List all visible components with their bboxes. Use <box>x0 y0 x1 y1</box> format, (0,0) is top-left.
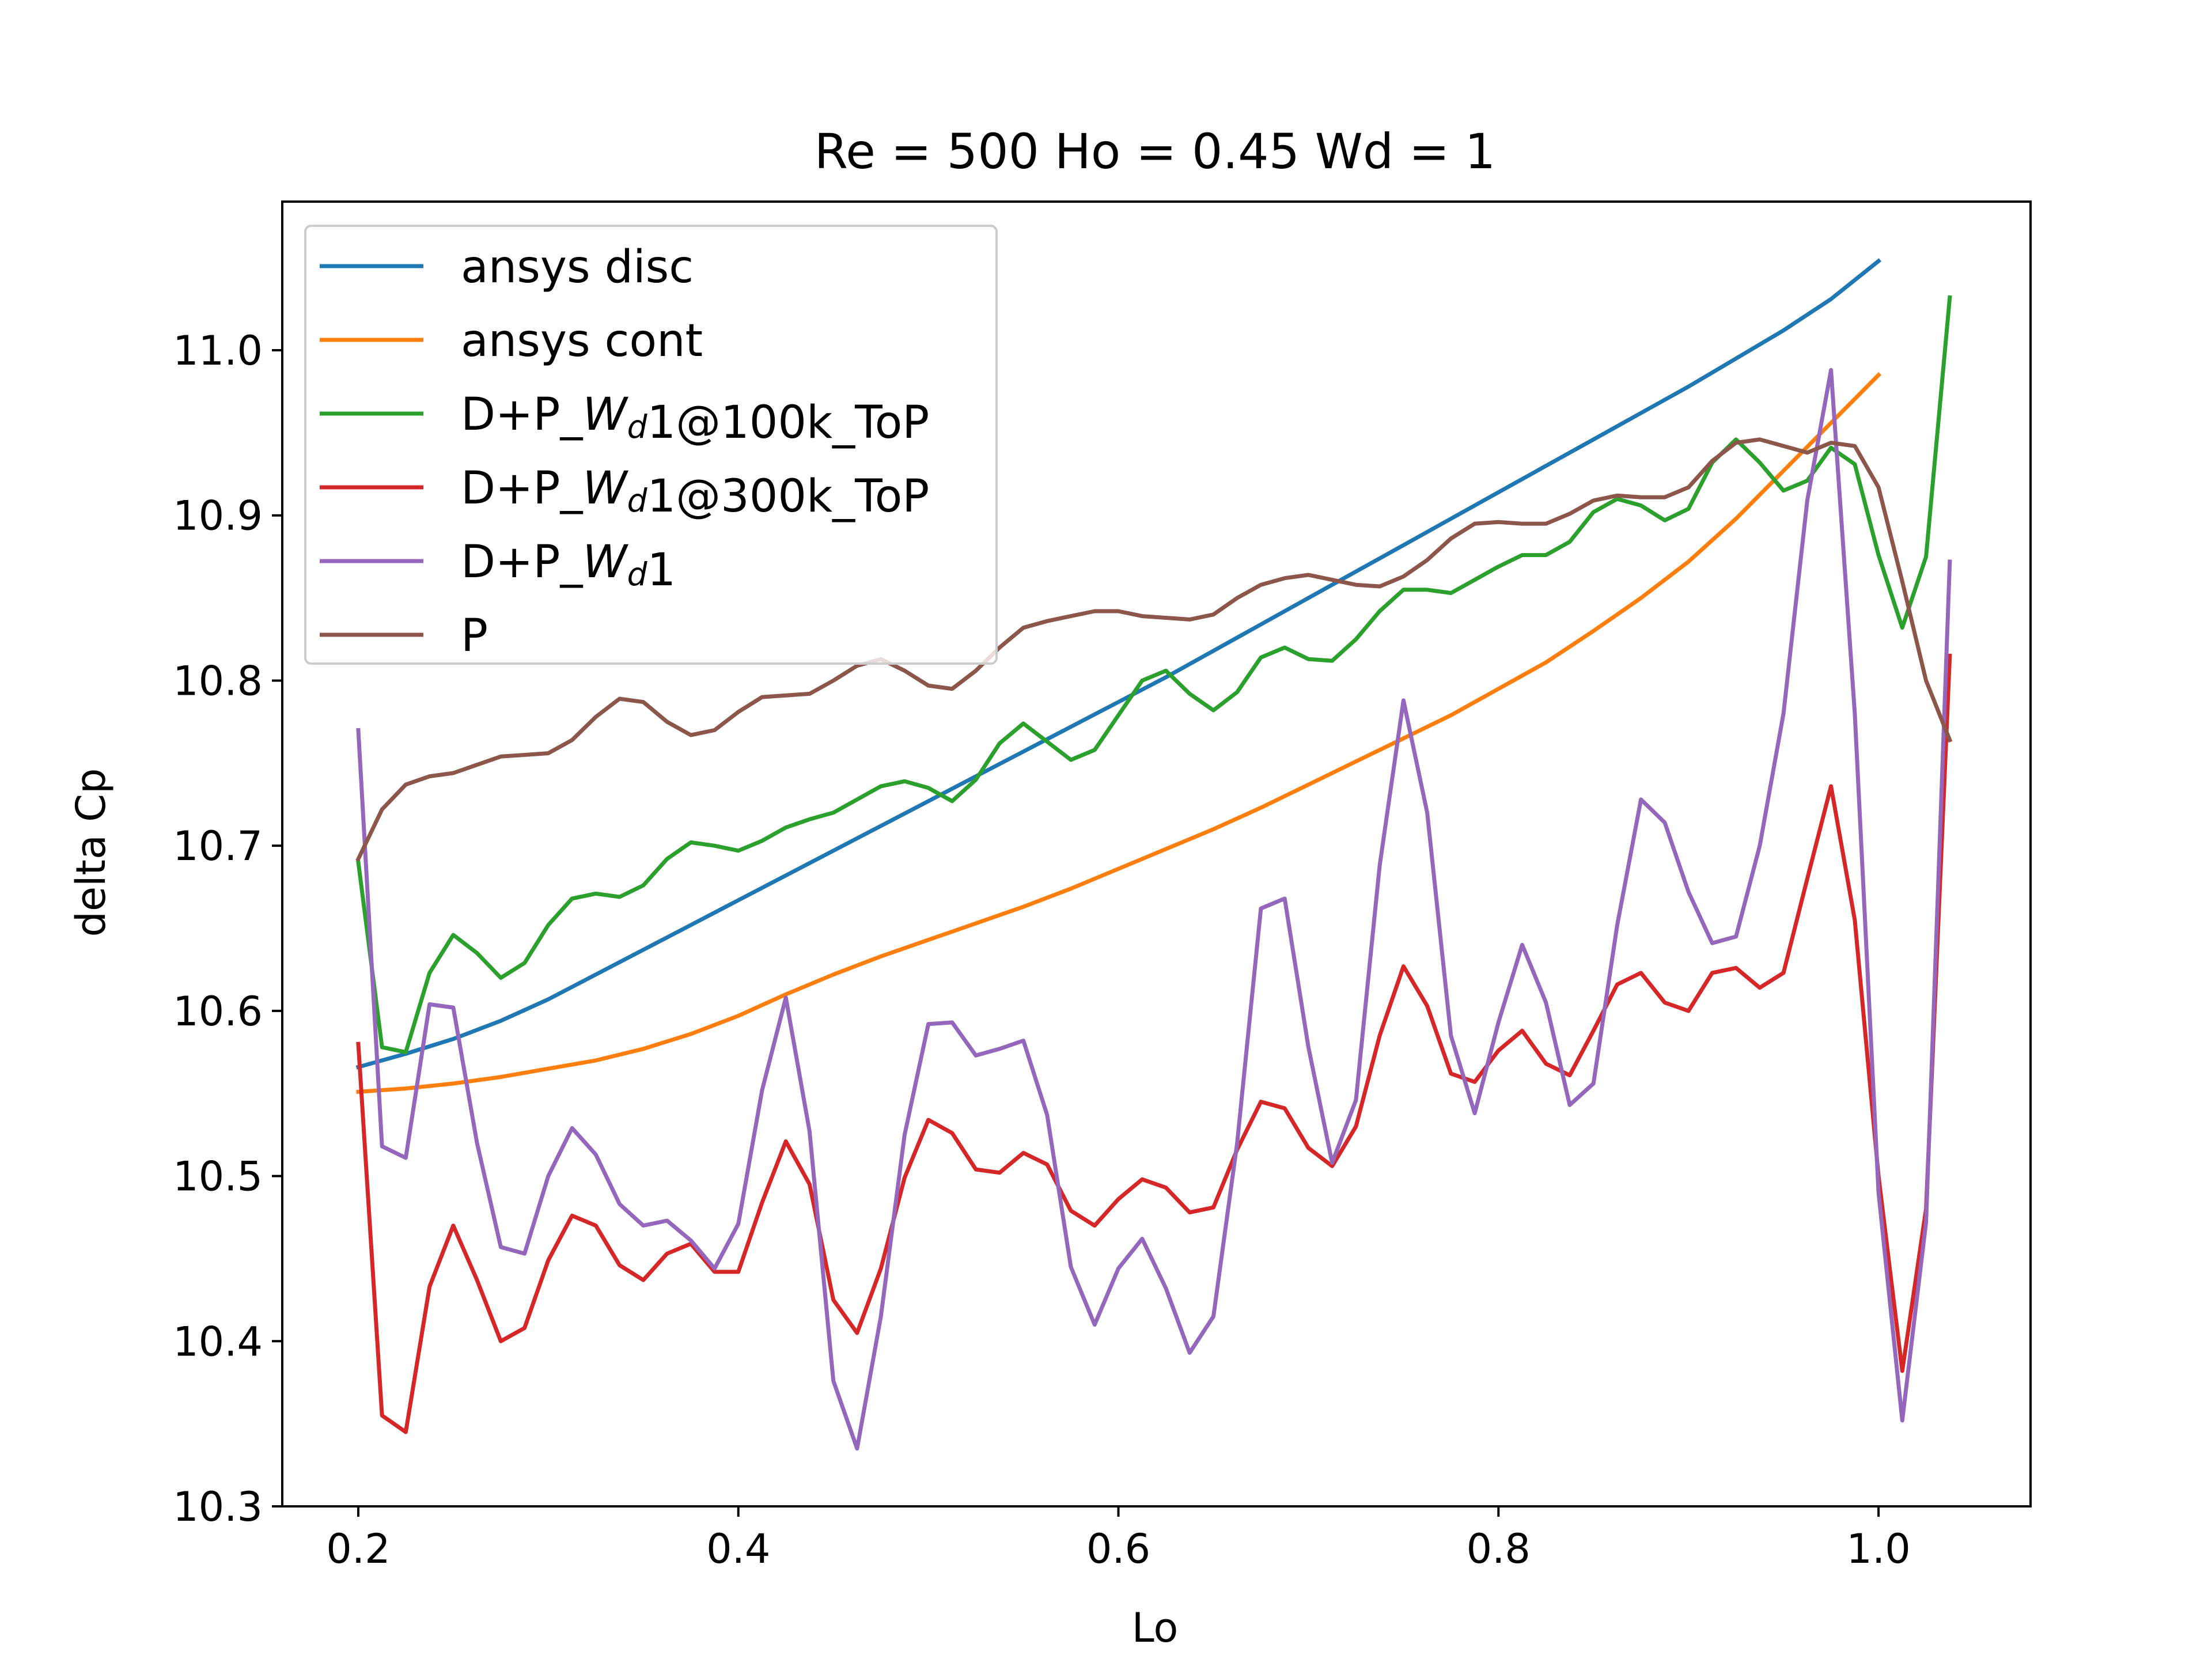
x-tick-label: 0.2 <box>326 1525 390 1573</box>
y-tick-label: 10.6 <box>173 988 263 1035</box>
y-tick-label: 10.9 <box>173 493 263 540</box>
series-line-1 <box>355 258 1882 1070</box>
x-axis-label: Lo <box>1132 1604 1179 1652</box>
plot-frame <box>281 200 2032 1508</box>
x-tick-label: 1.0 <box>1846 1525 1910 1573</box>
legend-label-5: D+P_Wd1 <box>461 536 676 596</box>
y-axis-label: delta Cp <box>67 768 115 937</box>
legend-label-6: P <box>461 610 488 662</box>
y-axis: 10.3 10.4 10.5 10.6 10.7 10.8 10.9 11.0 <box>173 327 282 1531</box>
series-line-3 <box>356 295 1952 1055</box>
legend: ansys disc ansys cont D+P_Wd1@100k_ToP D+P_… <box>304 225 998 665</box>
series-line-5 <box>356 368 1952 1451</box>
legend-label-2: ansys cont <box>461 315 703 367</box>
y-tick-label: 11.0 <box>173 327 263 374</box>
x-tick-label: 0.8 <box>1467 1525 1531 1573</box>
legend-label-4: D+P_Wd1@300k_ToP <box>461 463 929 522</box>
series-line-2 <box>356 372 1882 1094</box>
x-axis: 0.2 0.4 0.6 0.8 1.0 <box>326 1506 1911 1573</box>
y-tick-label: 10.5 <box>173 1153 263 1200</box>
legend-label-1: ansys disc <box>461 241 694 293</box>
chart-title: Re = 500 Ho = 0.45 Wd = 1 <box>815 123 1496 180</box>
y-tick-label: 10.4 <box>173 1318 263 1365</box>
series-layer <box>355 258 1953 1451</box>
legend-label-3: D+P_Wd1@100k_ToP <box>461 389 929 449</box>
y-tick-label: 10.7 <box>173 823 263 870</box>
series-line-6 <box>355 437 1953 862</box>
x-tick-label: 0.4 <box>706 1525 770 1573</box>
y-tick-label: 10.8 <box>173 657 263 704</box>
y-tick-label: 10.3 <box>173 1483 263 1531</box>
x-tick-label: 0.6 <box>1086 1525 1150 1573</box>
series-line-4 <box>356 653 1952 1434</box>
legend-box <box>304 225 998 665</box>
